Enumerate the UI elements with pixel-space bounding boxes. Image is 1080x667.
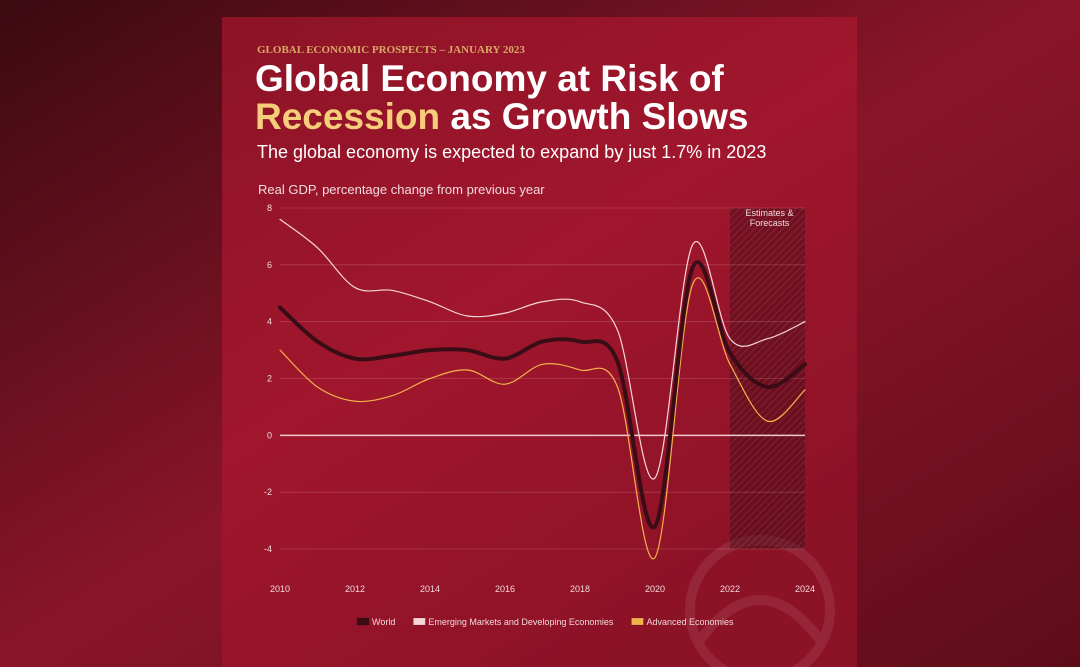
legend: World Emerging Markets and Developing Eco… <box>356 617 734 627</box>
legend-swatch <box>356 617 370 626</box>
y-tick-label: -4 <box>264 544 272 554</box>
y-tick-label: 2 <box>267 374 272 384</box>
kicker: GLOBAL ECONOMIC PROSPECTS – JANUARY 2023 <box>257 44 525 56</box>
x-tick-label: 2020 <box>645 584 665 594</box>
series-line <box>279 218 806 480</box>
y-tick-label: 6 <box>267 260 272 270</box>
y-tick-label: 0 <box>267 430 272 440</box>
title-rest: as Growth Slows <box>450 96 748 137</box>
title-highlight: Recession <box>255 96 440 137</box>
forecast-region <box>730 208 805 549</box>
y-tick-label: 4 <box>267 317 272 327</box>
x-tick-label: 2010 <box>270 584 290 594</box>
legend-swatch <box>413 617 426 626</box>
x-tick-label: 2016 <box>495 584 515 594</box>
series-line <box>279 277 806 560</box>
subtitle: The global economy is expected to expand… <box>257 142 766 162</box>
legend-label: Emerging Markets and Developing Economie… <box>428 617 614 627</box>
y-tick-label: -2 <box>264 487 272 497</box>
legend-swatch <box>631 617 644 626</box>
series-line <box>278 260 807 530</box>
y-axis-label: Real GDP, percentage change from previou… <box>258 182 545 197</box>
x-tick-label: 2014 <box>420 584 440 594</box>
legend-label: Advanced Economies <box>646 617 734 627</box>
legend-label: World <box>372 617 395 627</box>
forecast-label: Estimates & Forecasts <box>745 208 793 228</box>
title: Global Economy at Risk of <box>255 58 724 99</box>
title: Recession as Growth Slows <box>255 96 749 137</box>
x-tick-label: 2024 <box>795 584 815 594</box>
x-tick-label: 2018 <box>570 584 590 594</box>
x-tick-label: 2012 <box>345 584 365 594</box>
plot-area: Estimates & Forecasts -4 -2 0 2 4 6 8 2010 2012 201… <box>264 203 815 627</box>
x-tick-label: 2022 <box>720 584 740 594</box>
y-tick-label: 8 <box>267 203 272 213</box>
